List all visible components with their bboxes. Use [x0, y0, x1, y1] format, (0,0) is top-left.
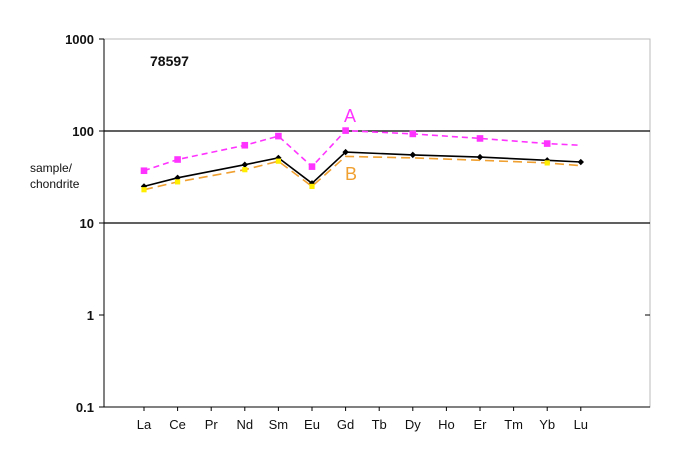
y-tick-label: 1000	[65, 32, 94, 47]
data-point-a-yb	[543, 140, 551, 147]
series-label-a: A	[344, 106, 356, 126]
axes	[99, 38, 650, 408]
data-point-b-nd	[242, 167, 248, 173]
x-tick-label-yb: Yb	[539, 417, 555, 432]
data-point-black-dy	[409, 151, 416, 159]
series-layer	[140, 127, 584, 193]
chart-title: 78597	[150, 53, 189, 69]
x-tick-label-nd: Nd	[236, 417, 253, 432]
x-tick-label-er: Er	[474, 417, 488, 432]
x-tick-label-eu: Eu	[304, 417, 320, 432]
x-tick-label-ce: Ce	[169, 417, 186, 432]
x-tick-labels: La Ce Pr Nd Sm Eu Gd Tb Dy Ho Er Tm Yb Lu	[137, 407, 588, 432]
gridlines	[104, 130, 650, 224]
data-point-a-sm	[275, 132, 282, 140]
x-tick-label-pr: Pr	[205, 417, 219, 432]
x-tick-label-gd: Gd	[337, 417, 354, 432]
y-tick-labels: 0.1 1 10 100 1000	[65, 32, 94, 415]
data-point-b-yb	[544, 160, 550, 166]
data-point-a-er	[476, 135, 484, 142]
data-point-b-ce	[175, 179, 181, 185]
data-point-b-eu	[309, 183, 315, 189]
y-tick-label: 100	[72, 124, 94, 139]
x-tick-label-tb: Tb	[372, 417, 387, 432]
series-label-b: B	[345, 164, 357, 184]
x-tick-label-sm: Sm	[269, 417, 289, 432]
data-point-a-la	[140, 167, 148, 175]
data-point-black-er	[476, 153, 484, 161]
data-point-a-gd	[342, 127, 349, 134]
y-tick-label: 1	[87, 308, 94, 323]
y-axis-label-line-1: sample/	[30, 161, 73, 175]
data-point-a-nd	[241, 141, 249, 149]
y-tick-label: 0.1	[76, 400, 94, 415]
series-line-black	[143, 151, 581, 188]
data-point-black-gd	[342, 148, 349, 156]
data-point-a-dy	[409, 130, 417, 138]
y-axis-label-line-2: chondrite	[30, 177, 80, 191]
data-point-b-la	[141, 187, 147, 193]
x-tick-label-tm: Tm	[504, 417, 523, 432]
series-line-a	[143, 129, 581, 172]
x-tick-label-ho: Ho	[438, 417, 455, 432]
x-tick-label-dy: Dy	[405, 417, 421, 432]
data-point-black-lu	[577, 158, 584, 166]
series-line-b	[143, 155, 581, 191]
data-point-black-nd	[241, 161, 248, 168]
data-point-a-ce	[174, 156, 181, 163]
data-point-b-sm	[275, 158, 281, 164]
x-tick-label-lu: Lu	[574, 417, 588, 432]
x-tick-label-la: La	[137, 417, 152, 432]
y-tick-label: 10	[80, 216, 94, 231]
data-point-a-eu	[308, 163, 316, 170]
